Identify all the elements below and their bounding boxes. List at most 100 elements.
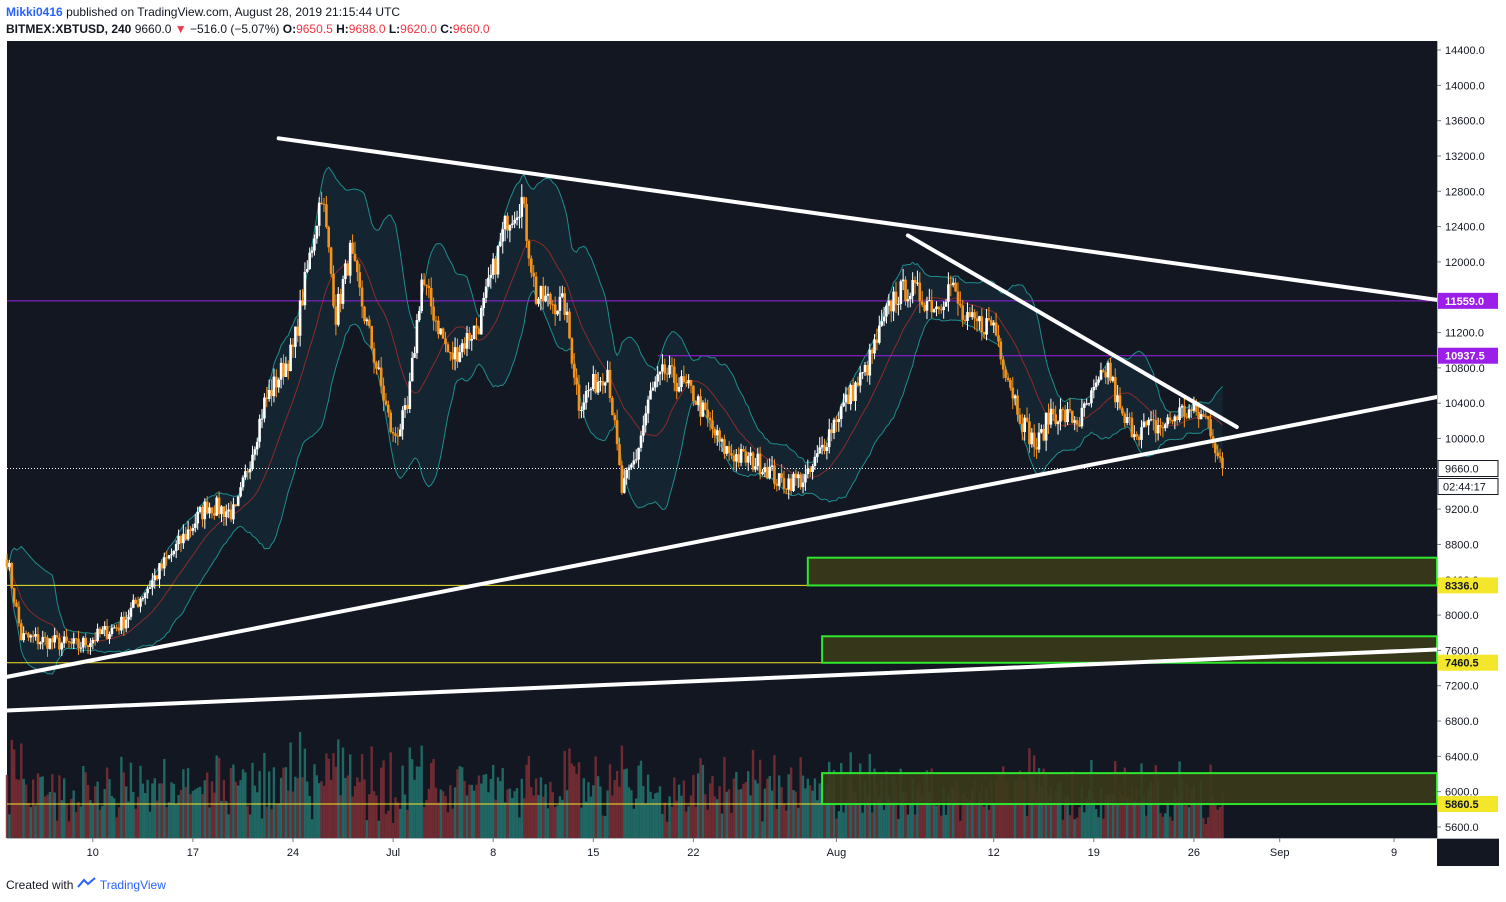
- volume-bar: [234, 781, 237, 838]
- candle-body: [718, 430, 721, 442]
- yellow-level-label: 8336.0: [1445, 580, 1479, 592]
- volume-bar: [661, 813, 664, 838]
- candle-body: [830, 429, 833, 433]
- candle-body: [961, 305, 964, 320]
- candle-body: [425, 284, 428, 286]
- price-tick-label: 10800.0: [1445, 363, 1485, 375]
- time-axis[interactable]: 10 17 24 Jul 8 15 22 Aug 12 19 26 Sep 9: [7, 838, 1499, 866]
- candle-body: [294, 326, 297, 347]
- trendline[interactable]: [905, 233, 1239, 430]
- price-tick-label: 8000.0: [1445, 610, 1479, 622]
- volume-bar: [441, 791, 445, 838]
- volume-bar: [29, 807, 32, 838]
- price-tick-label: 10400.0: [1445, 398, 1485, 410]
- volume-bar: [1126, 797, 1129, 838]
- candle-body: [801, 482, 805, 488]
- candle-body: [1018, 414, 1022, 424]
- volume-bar: [730, 813, 733, 838]
- candle-body: [797, 474, 800, 479]
- volume-bar: [1161, 816, 1165, 838]
- candle-body: [696, 396, 700, 405]
- candle-body: [649, 390, 652, 400]
- trendline[interactable]: [5, 647, 1439, 713]
- volume-bar: [570, 763, 573, 838]
- volume-bar: [913, 814, 917, 838]
- volume-bar: [599, 786, 602, 838]
- volume-bar: [196, 787, 199, 838]
- candle-body: [1087, 403, 1091, 405]
- candle-body: [782, 478, 786, 489]
- volume-bar: [279, 777, 283, 838]
- price-axis[interactable]: 5600.0 6000.0 6400.0 6800.0 7200.0 7600.0 8000…: [1437, 41, 1499, 838]
- candle-body: [303, 271, 307, 306]
- support-zone-box[interactable]: [821, 635, 1438, 664]
- volume-bar: [294, 776, 297, 838]
- candle-body: [422, 279, 426, 285]
- price-tick-label: 13600.0: [1445, 116, 1485, 128]
- volume-bar: [880, 777, 883, 838]
- candle-body: [1049, 408, 1053, 425]
- volume-bar: [320, 781, 323, 838]
- volume-bar: [394, 797, 397, 838]
- volume-bar: [523, 798, 526, 838]
- candle-body: [920, 301, 924, 305]
- candle-body: [167, 555, 171, 559]
- tradingview-brand[interactable]: TradingView: [99, 878, 166, 892]
- candle-body: [701, 402, 705, 417]
- trendline[interactable]: [5, 395, 1439, 679]
- volume-bar: [887, 794, 890, 838]
- candle-body: [568, 311, 571, 339]
- candle-body: [468, 333, 471, 341]
- support-zones[interactable]: [806, 556, 1438, 806]
- candle-body: [5, 559, 9, 568]
- volume-bar: [582, 778, 585, 838]
- volume-bar: [799, 757, 802, 838]
- volume-bar: [608, 764, 612, 838]
- candle-body: [1142, 421, 1146, 428]
- yellow-level-label-bg: [1438, 795, 1498, 812]
- candle-body: [351, 242, 354, 254]
- volume-bar: [1049, 786, 1053, 838]
- trendlines[interactable]: [5, 136, 1439, 713]
- candle-body: [1178, 407, 1181, 420]
- publisher-name[interactable]: Mikki0416: [6, 5, 63, 19]
- support-zone-box[interactable]: [806, 556, 1438, 587]
- candles: [5, 184, 1224, 657]
- volume-bar: [210, 781, 214, 838]
- volume-bar: [1133, 799, 1136, 838]
- volume-bar: [43, 796, 47, 838]
- candle-body: [346, 263, 350, 276]
- volume-bar: [434, 787, 438, 838]
- candle-body: [270, 390, 273, 396]
- candle-body: [561, 293, 564, 297]
- volume-bar: [592, 785, 595, 838]
- trendline[interactable]: [276, 136, 1439, 302]
- close-value: 9660.0: [452, 22, 490, 36]
- candle-body: [1099, 370, 1103, 380]
- candle-body: [441, 328, 445, 339]
- support-zone-box[interactable]: [821, 772, 1438, 806]
- candle-body: [217, 497, 221, 515]
- volume-bar: [756, 783, 759, 838]
- volume-bar: [368, 794, 371, 838]
- candle-body: [136, 603, 140, 607]
- volume-bar: [1173, 788, 1176, 838]
- volume-bar: [453, 787, 457, 838]
- volume-bar: [1021, 778, 1024, 838]
- volume-bar: [334, 766, 338, 838]
- volume-bar: [747, 771, 750, 838]
- candle-body: [1152, 419, 1155, 421]
- volume-bar: [639, 760, 643, 838]
- candle-body: [766, 467, 769, 479]
- candle-body: [439, 328, 443, 335]
- candle-body: [1221, 457, 1224, 469]
- candle-body: [966, 312, 969, 321]
- candle-body: [322, 203, 326, 205]
- candle-body: [603, 382, 607, 386]
- price-axis-background: [1437, 41, 1499, 838]
- volume-bar: [84, 772, 87, 838]
- volume-bar: [1109, 794, 1112, 838]
- time-tick-label: 9: [1391, 847, 1397, 859]
- candle-body: [608, 369, 612, 398]
